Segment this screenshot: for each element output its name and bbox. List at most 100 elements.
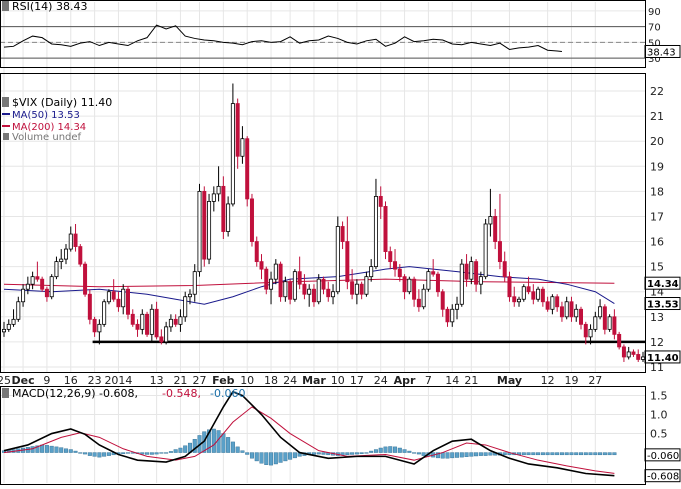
candle-body (564, 301, 569, 318)
ma50-value-label: 13.53 (647, 300, 679, 311)
macd-histogram-bar (54, 446, 59, 453)
candle-body (292, 271, 297, 300)
macd-histogram-bar (536, 452, 541, 456)
macd-histogram-bar (450, 452, 455, 459)
macd-histogram-bar (469, 452, 474, 457)
macd-line (3, 390, 615, 477)
macd-histogram-bar (288, 452, 293, 460)
x-tick-label: 27 (193, 374, 207, 387)
candle-body (302, 283, 307, 295)
x-tick-label: 23 (88, 374, 102, 387)
volume-legend: Volume undef (12, 132, 82, 143)
macd-histogram-bar (59, 447, 64, 453)
candle-body (469, 261, 474, 280)
price-tick-label: 12 (650, 336, 664, 349)
macd-histogram-bar (264, 452, 269, 465)
macd-histogram-bar (125, 452, 130, 454)
macd-histogram-bar (478, 452, 483, 456)
macd-value-label: -0.608 (647, 472, 679, 483)
candle-body (11, 318, 16, 325)
price-legend-swatch (2, 97, 9, 107)
macd-histogram-bar (249, 452, 254, 459)
macd-tick-label: 1.5 (650, 390, 668, 403)
macd-histogram-bar (364, 452, 369, 454)
candle-body (226, 203, 231, 232)
candle-body (373, 195, 378, 268)
candle-body (230, 103, 235, 205)
x-tick-label: Apr (394, 374, 416, 387)
macd-histogram-bar (164, 452, 169, 454)
price-tick-label: 20 (650, 135, 664, 148)
macd-histogram-bar (393, 446, 398, 453)
macd-histogram-bar (502, 452, 507, 456)
candle-body (493, 216, 498, 242)
rsi-line (3, 24, 562, 52)
candle-body (63, 248, 68, 260)
macd-histogram-bar (345, 452, 350, 456)
macd-histogram-bar (78, 452, 83, 454)
candle-body (21, 288, 26, 303)
macd-histogram-bar (435, 452, 440, 459)
macd-histogram-bar (68, 449, 73, 453)
macd-histogram-bar (192, 439, 197, 453)
macd-histogram-bar (540, 452, 545, 456)
candle-body (435, 273, 440, 293)
macd-histogram-bar (569, 452, 574, 456)
candle-body (130, 313, 135, 325)
macd-histogram-bar (397, 447, 402, 453)
candle-body (192, 271, 197, 295)
candle-body (621, 346, 626, 358)
candle-body (583, 323, 588, 338)
price-tick-label: 16 (650, 236, 664, 249)
x-tick-label: 7 (425, 374, 432, 387)
candle-body (426, 271, 431, 290)
macd-histogram-bar (269, 452, 274, 466)
macd-histogram-bar (245, 452, 250, 455)
macd-histogram-bar (564, 452, 569, 456)
candle-body (402, 276, 407, 293)
x-tick-label: 19 (564, 374, 578, 387)
macd-histogram-bar (316, 452, 321, 455)
macd-histogram-bar (30, 446, 35, 453)
candle-body (111, 291, 116, 300)
macd-histogram-bar (407, 450, 412, 453)
candle-body (259, 261, 264, 270)
candle-body (249, 198, 254, 242)
gridlines (0, 2, 645, 483)
macd-histogram-bar (359, 452, 364, 454)
macd-histogram-bar (221, 433, 226, 453)
macd-histogram-bar (44, 445, 49, 453)
x-tick-label: 17 (350, 374, 364, 387)
candle-body (607, 316, 612, 330)
price-tick-label: 13 (650, 311, 664, 324)
candle-body (569, 301, 574, 318)
histogram-value-label: -0.060 (647, 451, 679, 462)
macd-histogram-bar (464, 452, 469, 457)
candle-body (416, 298, 421, 308)
candle-body (488, 216, 493, 225)
candle-body (288, 281, 293, 300)
x-tick-label: 21 (464, 374, 478, 387)
rsi-last-label: 38.43 (647, 47, 676, 58)
candle-body (135, 323, 140, 330)
macd-histogram-bar (402, 449, 407, 453)
candle-body (316, 278, 321, 303)
candle-body (521, 286, 526, 300)
candle-body (326, 288, 331, 298)
macd-legend-1: -0.548, (162, 387, 201, 400)
macd-histogram-bar (574, 452, 579, 456)
macd-frame (0, 386, 646, 485)
candle-body (421, 288, 426, 308)
macd-histogram-bar (168, 451, 173, 453)
candle-body (350, 281, 355, 295)
macd-legend-0: MACD(12,26,9) -0.608, (12, 387, 138, 400)
candle-body (297, 271, 302, 285)
rsi-tick-label: 90 (648, 7, 661, 18)
macd-histogram-bar (488, 452, 493, 456)
x-axis: 25 Dec 9 16 23 2014 13 21 27 Feb 10 18 24 Mar 10 17 24 Ap… (0, 374, 602, 387)
rsi-frame (0, 0, 646, 68)
candle-body (478, 276, 483, 285)
macd-histogram-bar (97, 452, 102, 458)
